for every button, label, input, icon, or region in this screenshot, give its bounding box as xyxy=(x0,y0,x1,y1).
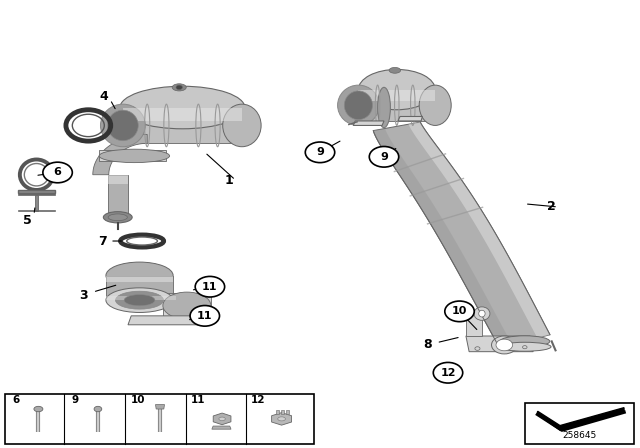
Ellipse shape xyxy=(106,262,173,289)
Polygon shape xyxy=(358,90,435,121)
Ellipse shape xyxy=(116,291,164,309)
Text: 8: 8 xyxy=(423,338,432,352)
Text: 10: 10 xyxy=(452,306,467,316)
Circle shape xyxy=(190,306,220,326)
Ellipse shape xyxy=(94,406,102,412)
Ellipse shape xyxy=(34,406,43,412)
Polygon shape xyxy=(156,405,164,409)
Text: 11: 11 xyxy=(191,395,205,405)
Polygon shape xyxy=(106,276,173,300)
Polygon shape xyxy=(467,337,532,351)
Polygon shape xyxy=(358,90,435,101)
Polygon shape xyxy=(353,121,384,125)
Text: 1: 1 xyxy=(225,173,234,187)
Ellipse shape xyxy=(522,346,527,349)
Ellipse shape xyxy=(108,110,138,141)
Ellipse shape xyxy=(108,214,127,221)
Ellipse shape xyxy=(389,67,401,73)
Ellipse shape xyxy=(100,104,145,147)
Polygon shape xyxy=(408,122,550,338)
Text: 7: 7 xyxy=(98,234,107,248)
Text: 12: 12 xyxy=(440,368,456,378)
Ellipse shape xyxy=(106,288,173,313)
Ellipse shape xyxy=(124,295,155,306)
Ellipse shape xyxy=(163,292,211,319)
Ellipse shape xyxy=(475,347,480,350)
Ellipse shape xyxy=(344,91,372,120)
Polygon shape xyxy=(106,296,176,300)
Polygon shape xyxy=(213,413,231,425)
Ellipse shape xyxy=(223,104,261,147)
Text: 6: 6 xyxy=(54,168,61,177)
Circle shape xyxy=(305,142,335,163)
Text: 9: 9 xyxy=(380,152,388,162)
Ellipse shape xyxy=(338,85,380,125)
Polygon shape xyxy=(99,150,166,161)
Text: 11: 11 xyxy=(197,311,212,321)
Polygon shape xyxy=(108,175,128,220)
Polygon shape xyxy=(373,122,550,348)
Ellipse shape xyxy=(120,86,244,129)
Polygon shape xyxy=(398,116,422,121)
Ellipse shape xyxy=(496,339,513,351)
Text: 3: 3 xyxy=(79,289,88,302)
Ellipse shape xyxy=(99,149,170,163)
Polygon shape xyxy=(276,410,279,414)
Polygon shape xyxy=(123,108,242,121)
Polygon shape xyxy=(373,129,512,348)
Polygon shape xyxy=(108,175,128,184)
Polygon shape xyxy=(106,276,173,282)
Ellipse shape xyxy=(103,211,132,223)
Polygon shape xyxy=(466,336,533,352)
Ellipse shape xyxy=(499,342,551,351)
Circle shape xyxy=(369,146,399,167)
Ellipse shape xyxy=(500,336,550,347)
Ellipse shape xyxy=(219,417,225,421)
Ellipse shape xyxy=(172,84,186,91)
Polygon shape xyxy=(271,413,292,425)
Text: 4: 4 xyxy=(99,90,108,103)
Text: 11: 11 xyxy=(202,282,218,292)
Polygon shape xyxy=(35,195,38,211)
Text: 5: 5 xyxy=(23,214,32,227)
Circle shape xyxy=(43,162,72,183)
Polygon shape xyxy=(123,108,242,143)
Polygon shape xyxy=(128,316,208,325)
Circle shape xyxy=(445,301,474,322)
Polygon shape xyxy=(466,314,482,336)
Ellipse shape xyxy=(176,85,182,90)
Ellipse shape xyxy=(358,69,435,110)
Polygon shape xyxy=(286,410,289,414)
Text: 258645: 258645 xyxy=(562,431,596,440)
Ellipse shape xyxy=(479,310,485,317)
Bar xyxy=(5,394,314,444)
Bar xyxy=(525,403,634,444)
Ellipse shape xyxy=(419,85,451,125)
Text: 12: 12 xyxy=(251,395,265,405)
Text: 9: 9 xyxy=(72,395,79,405)
Ellipse shape xyxy=(278,417,285,421)
Text: 9: 9 xyxy=(316,147,324,157)
Circle shape xyxy=(433,362,463,383)
Text: 2: 2 xyxy=(547,200,556,214)
Ellipse shape xyxy=(378,87,390,128)
Text: 6: 6 xyxy=(12,395,20,405)
Ellipse shape xyxy=(492,336,517,354)
Polygon shape xyxy=(212,426,231,429)
Polygon shape xyxy=(281,410,284,414)
Polygon shape xyxy=(18,193,55,195)
Polygon shape xyxy=(163,293,211,318)
Polygon shape xyxy=(93,134,147,175)
Circle shape xyxy=(195,276,225,297)
Ellipse shape xyxy=(474,307,490,320)
Polygon shape xyxy=(18,190,55,193)
Polygon shape xyxy=(538,408,624,430)
Text: 10: 10 xyxy=(131,395,145,405)
